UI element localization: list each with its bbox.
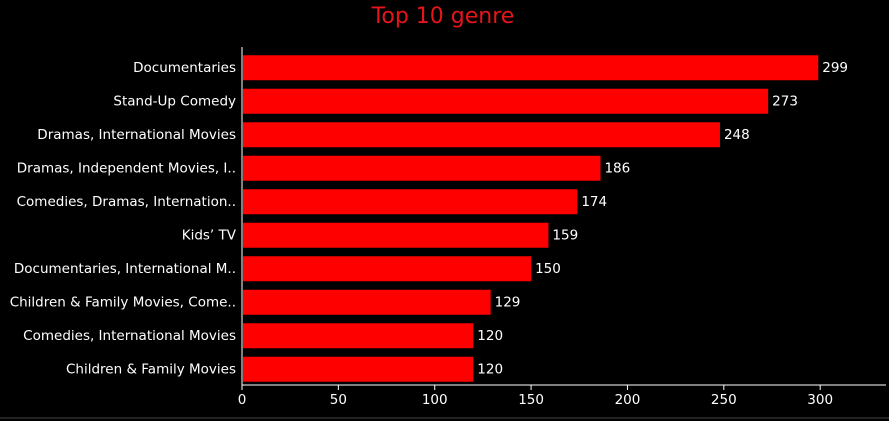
value-label: 174 (581, 194, 607, 210)
category-label: Dramas, Independent Movies, I.. (17, 160, 236, 176)
bar (243, 88, 769, 114)
bar (243, 289, 491, 315)
chart-title: Top 10 genre (371, 4, 515, 29)
x-tick-label: 250 (711, 392, 737, 408)
value-label: 150 (535, 261, 561, 277)
bar (243, 222, 549, 248)
x-tick-label: 300 (807, 392, 833, 408)
category-label: Stand-Up Comedy (113, 93, 236, 109)
category-label: Comedies, International Movies (23, 328, 236, 344)
bar (243, 55, 819, 81)
x-tick-label: 0 (238, 392, 247, 408)
value-label: 120 (477, 361, 503, 377)
value-label: 186 (604, 160, 630, 176)
axes: 0 50 100 150 200 250 300 (0, 47, 889, 419)
bar (243, 122, 720, 148)
x-tick-label: 150 (518, 392, 544, 408)
bars-group (243, 55, 819, 382)
bar (243, 356, 474, 382)
category-label: Kids’ TV (182, 227, 237, 243)
value-label: 248 (724, 127, 750, 143)
bar (243, 256, 532, 282)
bar (243, 189, 578, 215)
category-label: Children & Family Movies (66, 361, 236, 377)
value-label: 129 (495, 294, 521, 310)
value-label: 159 (552, 227, 578, 243)
x-tick-label: 100 (422, 392, 448, 408)
x-tick-label: 200 (615, 392, 641, 408)
category-label: Documentaries (133, 60, 236, 76)
value-label: 299 (822, 60, 848, 76)
category-label: Dramas, International Movies (37, 127, 236, 143)
bar (243, 155, 601, 181)
value-labels: 299 273 248 186 174 159 150 129 120 120 (477, 60, 848, 378)
value-label: 120 (477, 328, 503, 344)
value-label: 273 (772, 93, 798, 109)
category-label: Children & Family Movies, Come.. (10, 294, 236, 310)
x-tick-label: 50 (330, 392, 347, 408)
category-label: Comedies, Dramas, Internation.. (17, 194, 236, 210)
category-labels: Documentaries Stand-Up Comedy Dramas, Inte… (10, 60, 237, 378)
bar (243, 323, 474, 349)
category-label: Documentaries, International M.. (14, 261, 236, 277)
